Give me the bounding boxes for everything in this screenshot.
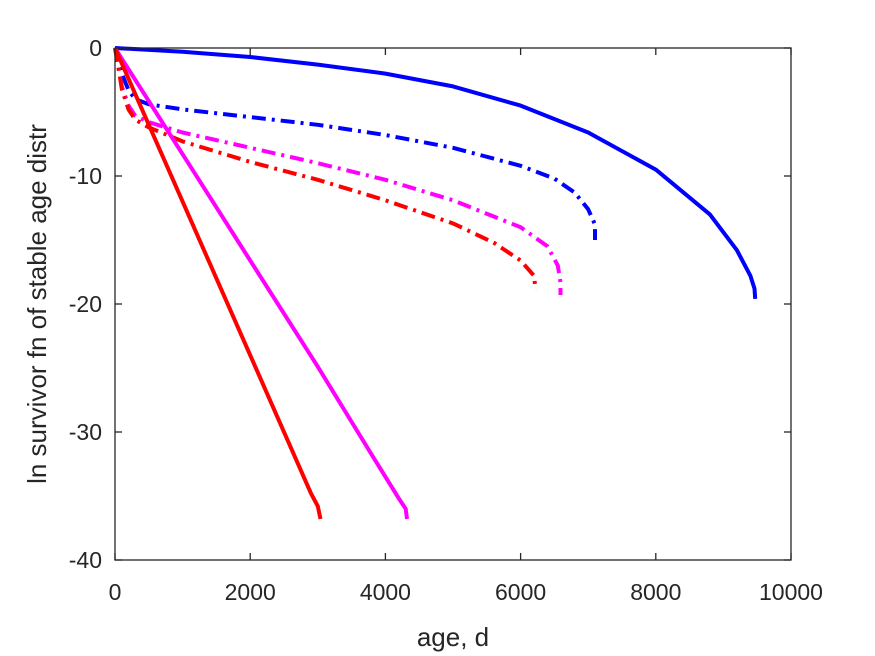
x-tick-label: 4000 xyxy=(360,579,411,605)
y-tick-label: -20 xyxy=(69,291,102,317)
y-tick-label: -10 xyxy=(69,163,102,189)
x-tick-label: 10000 xyxy=(759,579,823,605)
x-tick-label: 6000 xyxy=(495,579,546,605)
series-line-4 xyxy=(113,47,538,291)
y-tick-label: -30 xyxy=(69,419,102,445)
series-line-1 xyxy=(114,46,758,300)
x-tick-label: 2000 xyxy=(225,579,276,605)
series-line-2 xyxy=(113,47,597,240)
y-tick-label: 0 xyxy=(89,35,102,61)
series-layer xyxy=(113,46,758,520)
x-tick-label: 0 xyxy=(109,579,122,605)
y-axis-title: ln survivor fn of stable age distr xyxy=(22,124,52,484)
series-line-6 xyxy=(113,47,323,520)
x-axis-title: age, d xyxy=(417,622,489,652)
y-tick-label: -40 xyxy=(69,547,102,573)
plot-area xyxy=(115,48,791,560)
series-line-5 xyxy=(113,46,409,520)
x-tick-label: 8000 xyxy=(630,579,681,605)
axes-layer: 0 2000 4000 6000 8000 10000 0 -10 -20 -30 -40 xyxy=(69,35,823,605)
